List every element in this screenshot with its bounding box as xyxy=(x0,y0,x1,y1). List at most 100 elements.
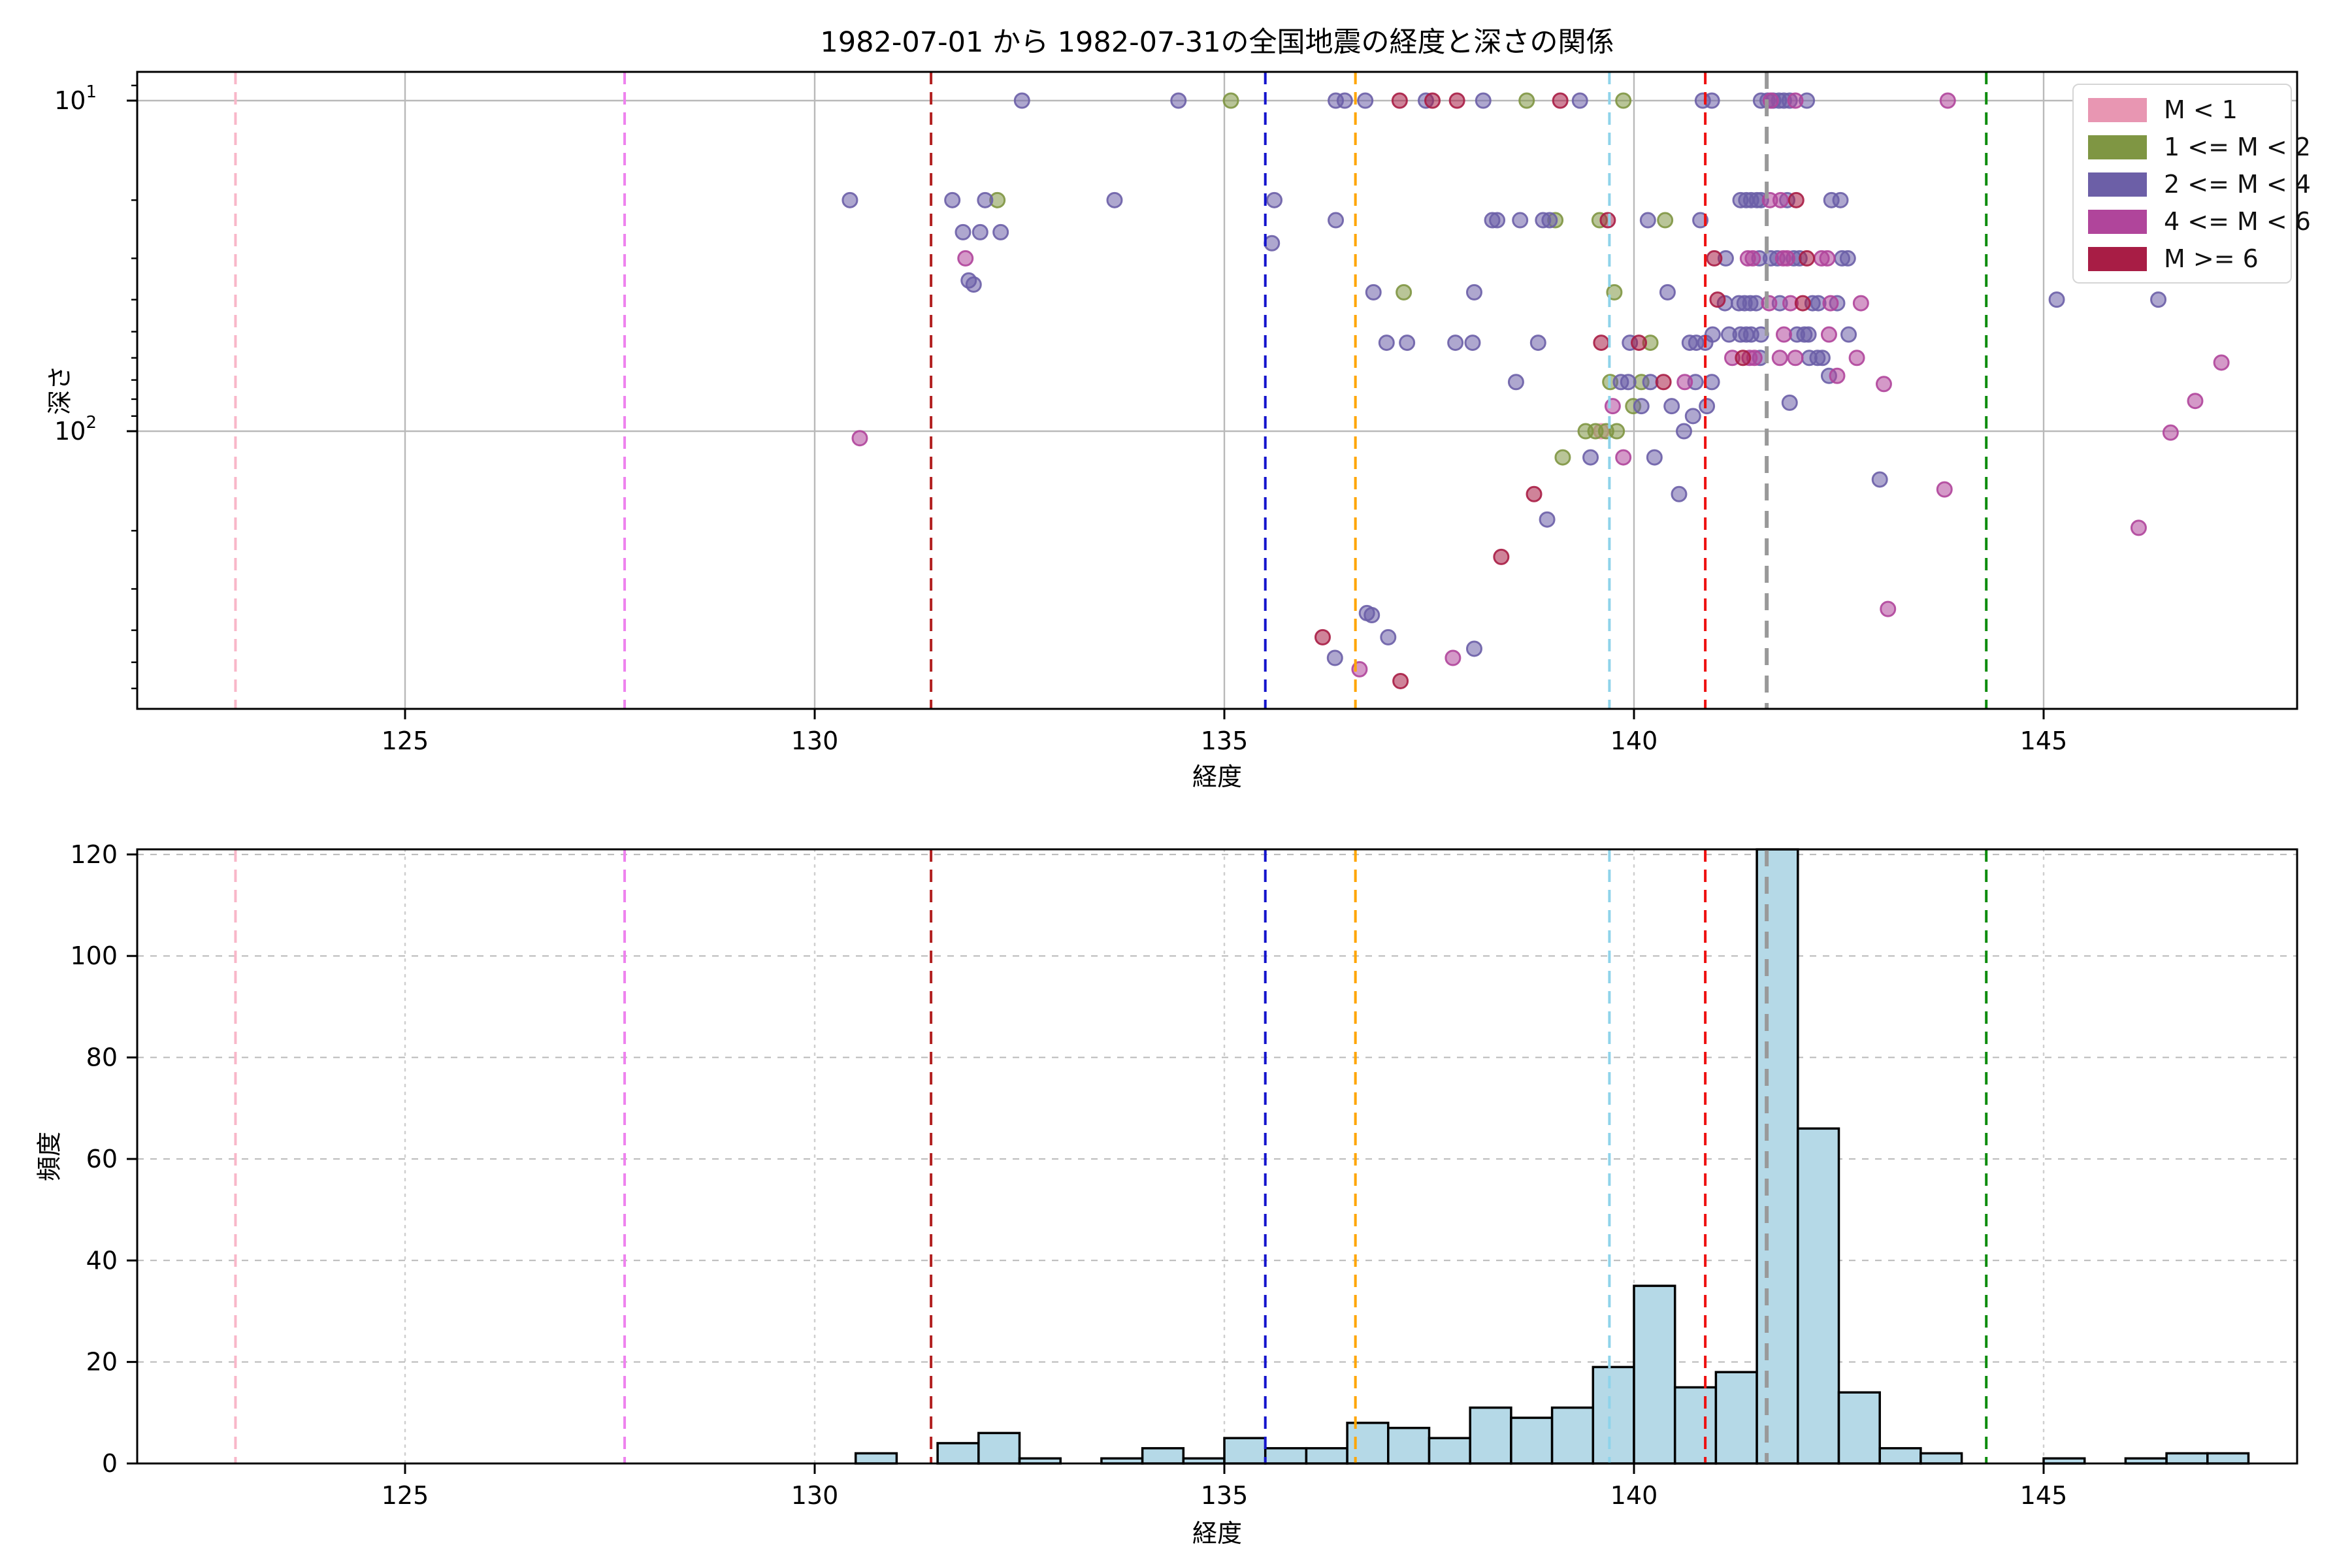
svg-text:125: 125 xyxy=(382,1481,429,1510)
legend-label: 2 <= M < 4 xyxy=(2164,170,2311,199)
histogram-bar xyxy=(1346,1422,1390,1465)
histogram-bar xyxy=(854,1452,898,1465)
data-point xyxy=(1222,92,1239,109)
legend-label: M < 1 xyxy=(2164,95,2238,124)
data-point xyxy=(1582,449,1599,466)
data-point xyxy=(944,191,961,208)
histogram-vlines xyxy=(234,849,1988,1463)
data-point xyxy=(1391,92,1408,109)
data-point xyxy=(1328,212,1345,229)
legend-item-3: 4 <= M < 6 xyxy=(2088,207,2311,236)
data-point xyxy=(1266,191,1282,208)
data-point xyxy=(851,430,868,447)
data-point xyxy=(1709,291,1726,308)
data-point xyxy=(1424,92,1441,109)
data-point xyxy=(1655,374,1672,391)
data-point xyxy=(1552,92,1569,109)
data-point xyxy=(1364,606,1380,623)
data-point xyxy=(1706,250,1723,267)
data-point xyxy=(2150,291,2167,308)
data-point xyxy=(1493,548,1510,565)
data-point xyxy=(1541,212,1558,229)
svg-text:60: 60 xyxy=(86,1145,118,1173)
data-point xyxy=(1744,250,1761,267)
data-point xyxy=(955,223,972,240)
data-point xyxy=(2162,424,2179,441)
data-point xyxy=(1464,335,1481,351)
scatter-gridlines xyxy=(137,72,2297,709)
data-point xyxy=(1704,326,1721,343)
data-point xyxy=(1615,449,1632,466)
scatter-points xyxy=(841,92,2230,689)
data-point xyxy=(1781,394,1798,411)
data-point xyxy=(1676,374,1693,391)
scatter-vlines xyxy=(234,72,1988,709)
svg-text:40: 40 xyxy=(86,1246,118,1275)
histogram-bar xyxy=(1837,1391,1881,1465)
svg-text:80: 80 xyxy=(86,1043,118,1072)
scatter-ylabel: 深さ xyxy=(45,365,74,416)
hist-ylabel: 頻度 xyxy=(35,1131,64,1182)
svg-text:101: 101 xyxy=(54,82,97,115)
data-point xyxy=(1820,326,1837,343)
data-point xyxy=(977,191,994,208)
data-point xyxy=(1599,212,1616,229)
legend-swatch xyxy=(2088,172,2147,197)
histogram-bar xyxy=(1878,1446,1922,1465)
scatter-axes: 125 130 135 140 145 101 102 xyxy=(54,71,2298,755)
data-point xyxy=(2187,393,2204,410)
hist-xlabel: 経度 xyxy=(1192,1519,1243,1548)
data-point xyxy=(1772,191,1789,208)
data-point xyxy=(1814,350,1831,367)
data-point xyxy=(1606,284,1623,301)
data-point xyxy=(1465,640,1482,657)
histogram-bar xyxy=(1428,1437,1471,1465)
legend-swatch xyxy=(2088,135,2147,159)
histogram-bar xyxy=(1797,1127,1840,1465)
data-point xyxy=(957,250,974,267)
data-point xyxy=(1800,326,1817,343)
data-point xyxy=(1326,649,1343,666)
histogram-bar xyxy=(1633,1284,1676,1465)
histogram-bar xyxy=(977,1431,1021,1465)
data-point xyxy=(1848,350,1865,367)
data-point xyxy=(1447,335,1464,351)
data-point xyxy=(1819,250,1836,267)
data-point xyxy=(1489,212,1506,229)
data-point xyxy=(1633,398,1650,415)
series-4 xyxy=(1314,92,1816,689)
data-point xyxy=(1554,449,1571,466)
svg-text:125: 125 xyxy=(382,727,429,755)
data-point xyxy=(1663,398,1680,415)
data-point xyxy=(1659,284,1676,301)
series-2 xyxy=(841,92,2167,666)
legend-label: M >= 6 xyxy=(2164,244,2259,273)
data-point xyxy=(1761,295,1778,312)
histogram-bar xyxy=(1673,1386,1718,1465)
data-point xyxy=(1475,92,1492,109)
data-point xyxy=(1703,92,1720,109)
data-point xyxy=(1620,374,1637,391)
svg-text:102: 102 xyxy=(54,413,97,446)
data-point xyxy=(2213,354,2230,371)
legend-label: 1 <= M < 2 xyxy=(2164,133,2311,161)
data-point xyxy=(1615,92,1632,109)
svg-text:120: 120 xyxy=(70,840,118,869)
svg-text:145: 145 xyxy=(2020,727,2068,755)
data-point xyxy=(1539,511,1556,528)
data-point xyxy=(1639,212,1656,229)
data-point xyxy=(1778,250,1795,267)
histogram-bar xyxy=(1756,848,1799,1465)
data-point xyxy=(1735,350,1752,367)
histogram-bar xyxy=(1305,1446,1348,1465)
data-point xyxy=(1399,335,1416,351)
data-point xyxy=(1264,235,1281,252)
data-point xyxy=(1357,92,1374,109)
svg-text:130: 130 xyxy=(791,727,839,755)
data-point xyxy=(1703,374,1720,391)
data-point xyxy=(1794,295,1811,312)
svg-text:100: 100 xyxy=(70,941,118,970)
legend-item-0: M < 1 xyxy=(2088,95,2278,124)
histogram-bar xyxy=(1919,1452,1963,1465)
data-point xyxy=(1875,376,1892,393)
